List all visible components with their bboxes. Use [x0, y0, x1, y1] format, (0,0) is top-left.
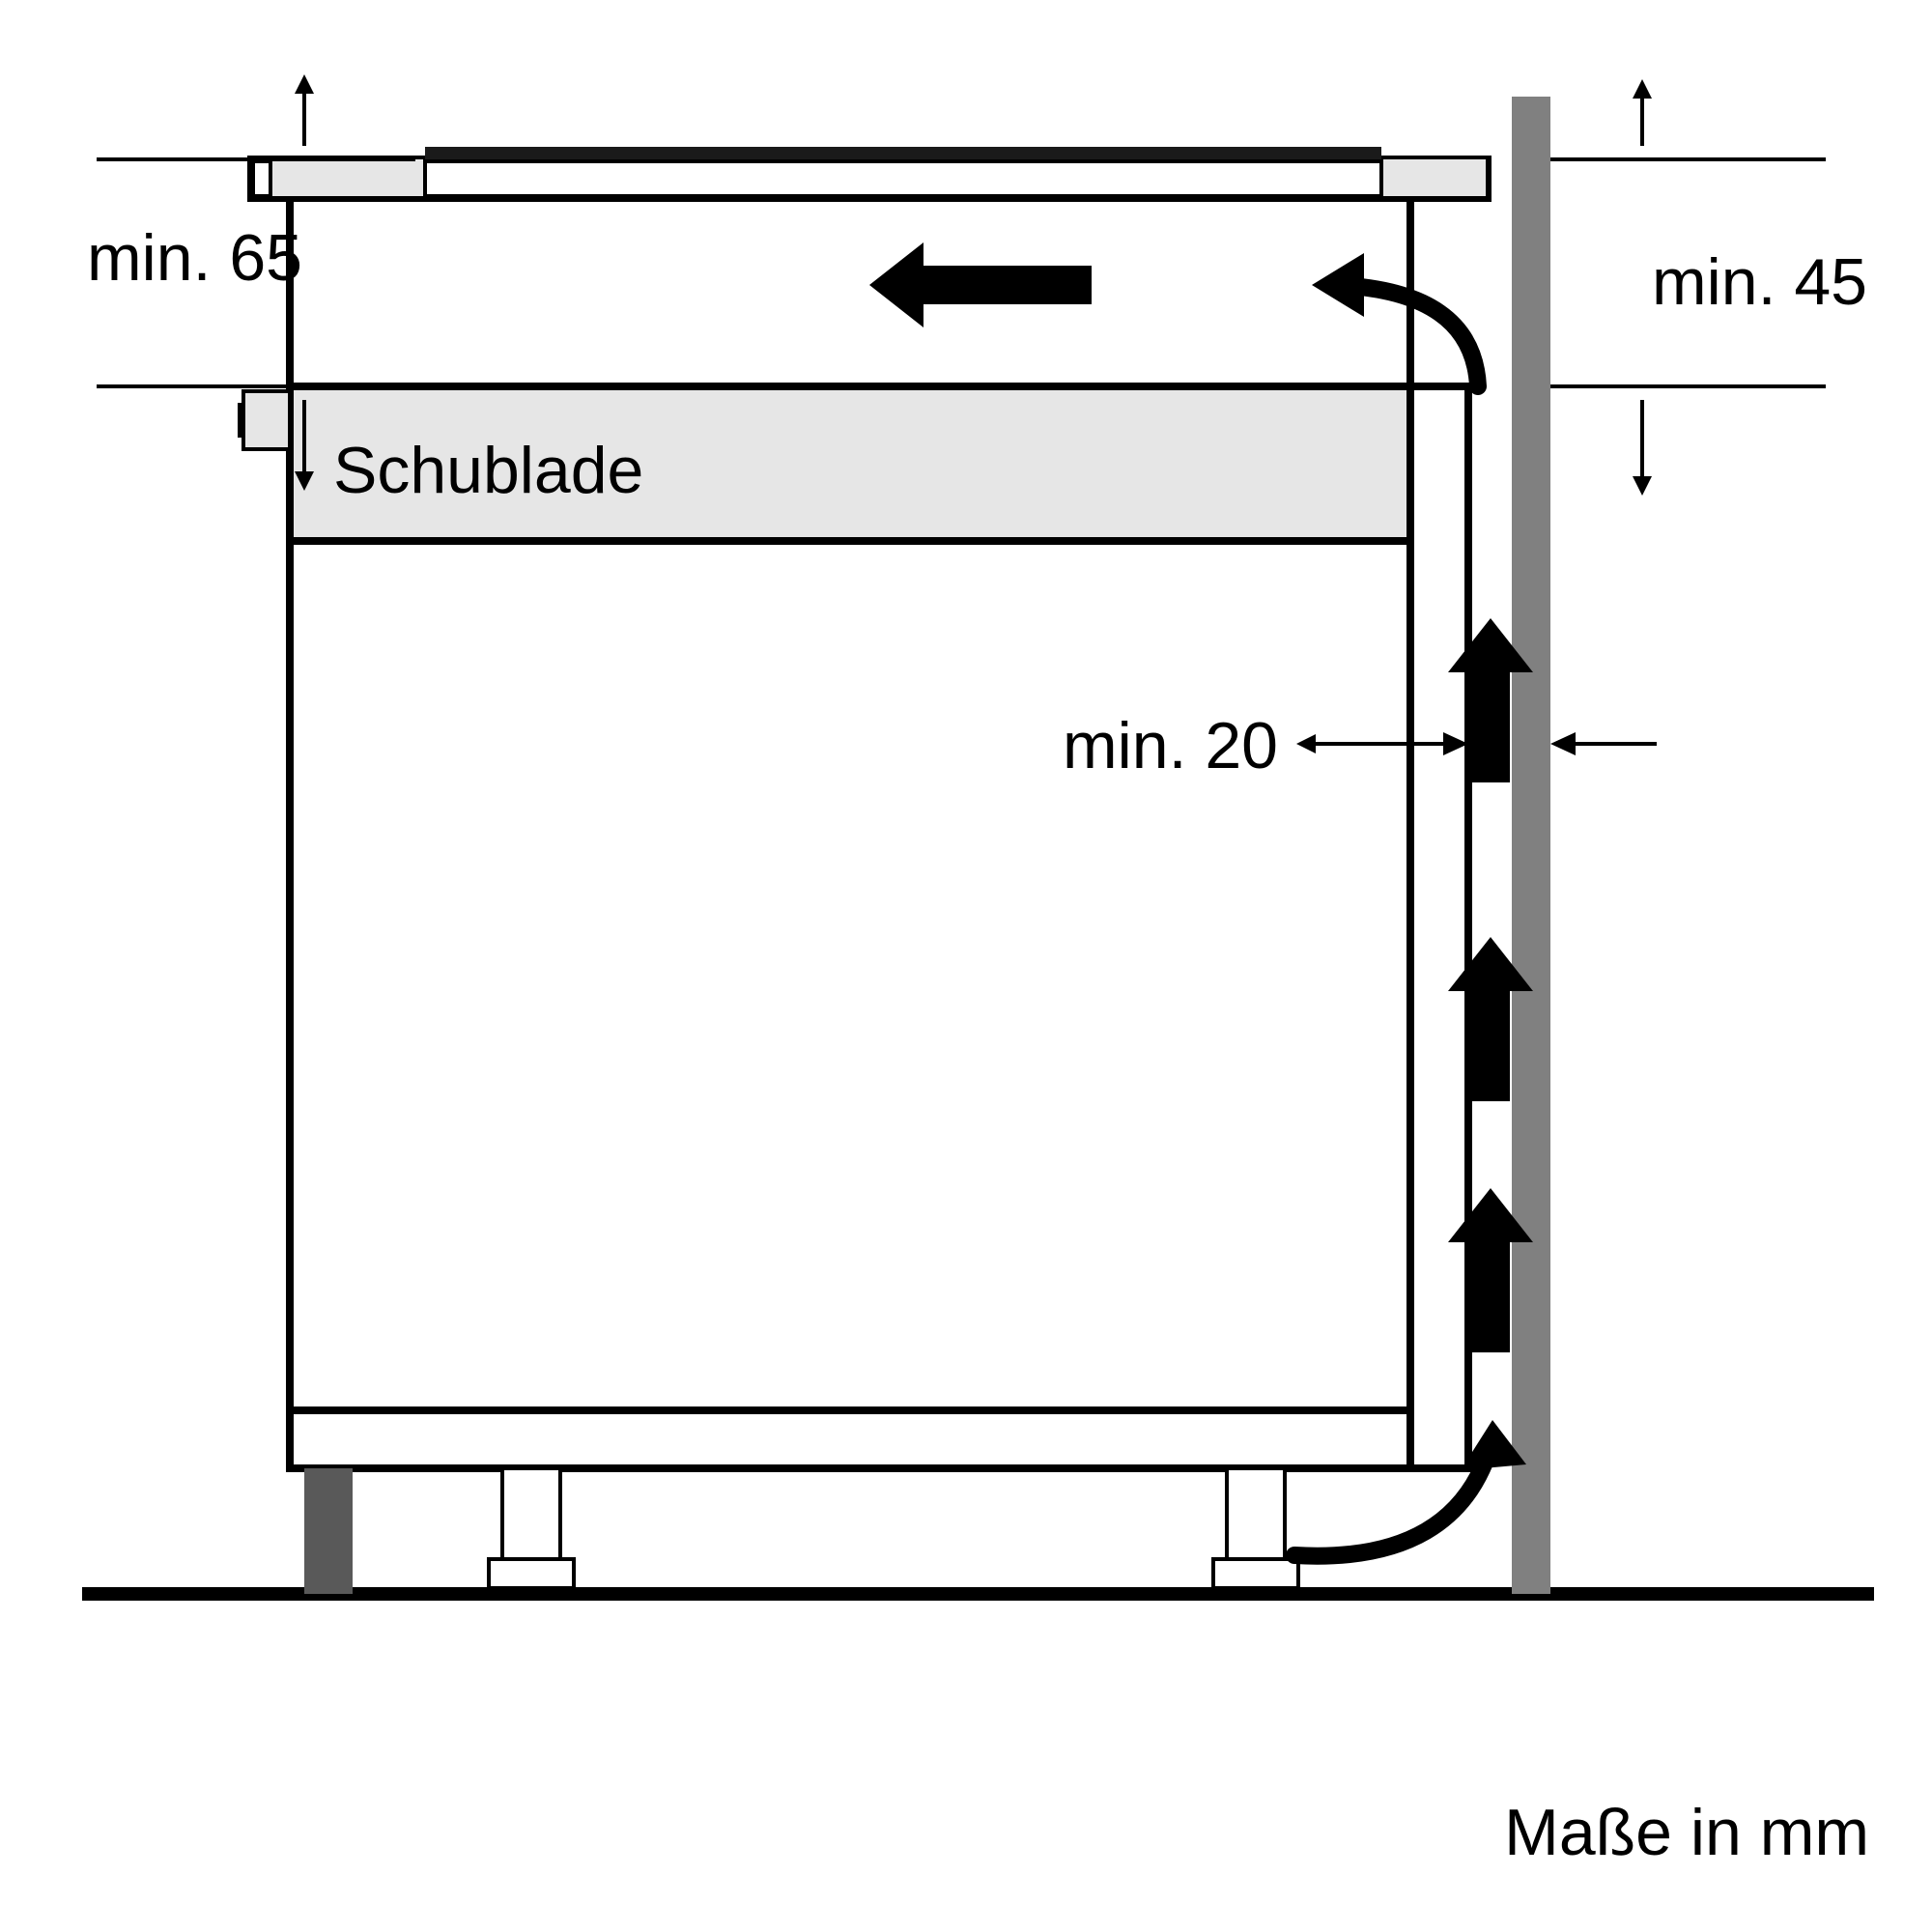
units-caption: Maße in mm: [1504, 1796, 1869, 1869]
min20-label: min. 20: [1063, 709, 1278, 782]
installation-diagram: min. 65 min. 45 min. 20 Schublade Maße in mm: [0, 0, 1932, 1932]
min65-label: min. 65: [87, 221, 302, 295]
min45-label: min. 45: [1652, 245, 1867, 319]
drawer-label: Schublade: [333, 434, 643, 507]
